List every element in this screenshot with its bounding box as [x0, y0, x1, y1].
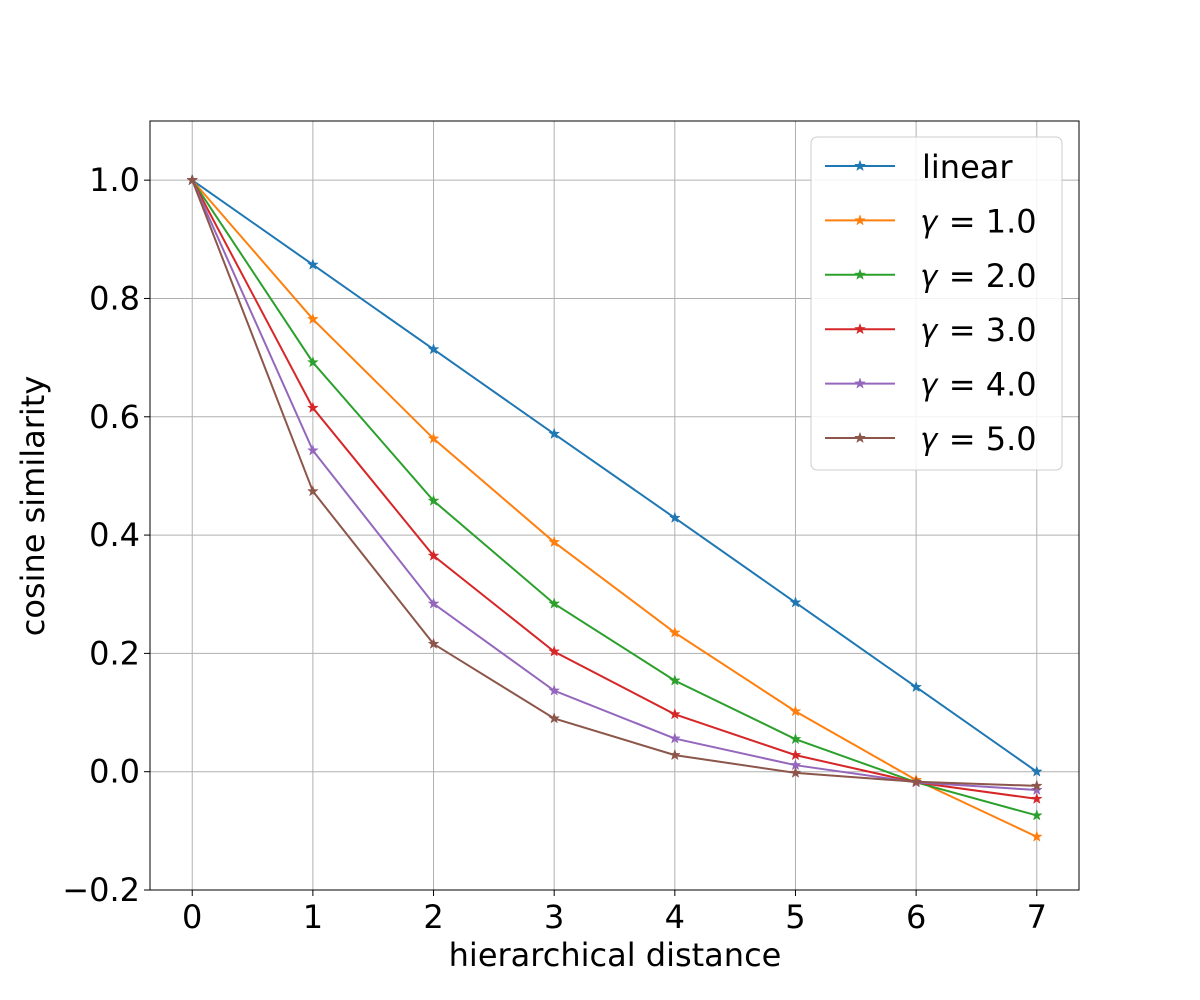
x-tick-label: 5	[785, 898, 805, 936]
series-line	[191, 179, 1038, 773]
x-tick-label: 0	[182, 898, 202, 936]
y-tick-label: 0.6	[89, 398, 140, 436]
data-point	[548, 597, 561, 609]
data-point	[910, 680, 923, 693]
data-point	[427, 597, 440, 609]
data-point	[789, 732, 802, 745]
x-tick-label: 3	[544, 898, 564, 936]
data-point	[789, 596, 802, 608]
data-point	[306, 485, 319, 497]
data-point	[668, 732, 681, 744]
x-tick-label: 1	[303, 898, 323, 936]
data-point	[427, 494, 440, 506]
series	[186, 173, 1043, 791]
y-tick-label: 0.2	[89, 634, 140, 672]
legend-marker	[854, 159, 866, 172]
data-point	[306, 312, 319, 325]
data-point	[306, 258, 319, 270]
data-point	[668, 708, 681, 720]
data-point	[306, 444, 319, 456]
data-point	[668, 626, 681, 638]
legend-entry: 𝛾 = 5.0	[825, 420, 1037, 458]
series-line	[191, 179, 1038, 817]
data-point	[548, 427, 561, 439]
data-point	[668, 511, 681, 523]
series-line	[191, 179, 1037, 787]
data-point	[1030, 765, 1043, 777]
y-tick-label: 1.0	[89, 161, 140, 199]
data-point	[1030, 830, 1043, 842]
data-point	[789, 748, 802, 761]
legend-entry: 𝛾 = 2.0	[825, 257, 1037, 295]
legend-label: 𝛾 = 2.0	[922, 257, 1037, 295]
x-axis-ticks: 0 1 2 3 4 5 6 7	[182, 890, 1047, 936]
data-point	[427, 549, 440, 561]
plot-frame	[149, 120, 1080, 891]
data-point	[910, 775, 923, 787]
data-point	[427, 343, 440, 355]
legend-entry: linear	[825, 148, 1013, 186]
legend-label: linear	[922, 148, 1013, 186]
data-point	[548, 535, 561, 548]
y-tick-label: 0.0	[89, 753, 140, 791]
data-point	[1030, 792, 1043, 804]
x-tick-label: 6	[906, 898, 926, 936]
legend-entry: 𝛾 = 4.0	[825, 366, 1037, 404]
legend-marker	[854, 431, 866, 444]
x-tick-label: 4	[665, 898, 685, 936]
data-point	[548, 712, 561, 724]
data-point	[1030, 779, 1043, 791]
legend-marker	[854, 322, 866, 335]
data-point	[668, 748, 681, 761]
y-axis-label: cosine similarity	[14, 376, 52, 637]
x-tick-label: 7	[1027, 898, 1047, 936]
data-point	[306, 401, 319, 413]
y-tick-label: 0.4	[89, 516, 140, 554]
y-tick-label: −0.2	[62, 871, 140, 909]
data-point	[668, 674, 681, 686]
legend-label: 𝛾 = 1.0	[922, 202, 1037, 240]
legend-entry: 𝛾 = 1.0	[825, 202, 1037, 240]
data-point	[306, 356, 319, 368]
series-group	[186, 173, 1043, 842]
x-axis-label: hierarchical distance	[449, 936, 782, 974]
x-tick-label: 2	[423, 898, 443, 936]
legend-marker	[854, 377, 866, 389]
data-point	[427, 432, 440, 444]
data-point	[789, 766, 802, 778]
legend-marker	[854, 268, 866, 280]
legend-label: 𝛾 = 3.0	[922, 311, 1037, 349]
series-line	[191, 179, 1037, 800]
data-point	[548, 645, 561, 657]
legend-label: 𝛾 = 4.0	[922, 366, 1037, 404]
data-point	[427, 637, 440, 649]
series	[186, 173, 1043, 777]
legend-marker	[854, 214, 866, 226]
data-point	[1030, 809, 1043, 821]
data-point	[186, 173, 199, 186]
legend-label: 𝛾 = 5.0	[922, 420, 1037, 458]
y-axis-ticks: −0.2 0.0 0.2 0.4 0.6 0.8 1.0	[62, 161, 150, 909]
data-point	[789, 705, 802, 717]
y-tick-label: 0.8	[89, 279, 140, 317]
series-line	[191, 179, 1038, 838]
data-point	[1030, 783, 1043, 796]
data-point	[548, 684, 561, 696]
legend-entry: 𝛾 = 3.0	[825, 311, 1037, 349]
legend: linear 𝛾 = 1.0 𝛾 = 2.0 𝛾 = 3.0 𝛾 = 4.0 𝛾 = 5.…	[810, 136, 1063, 471]
